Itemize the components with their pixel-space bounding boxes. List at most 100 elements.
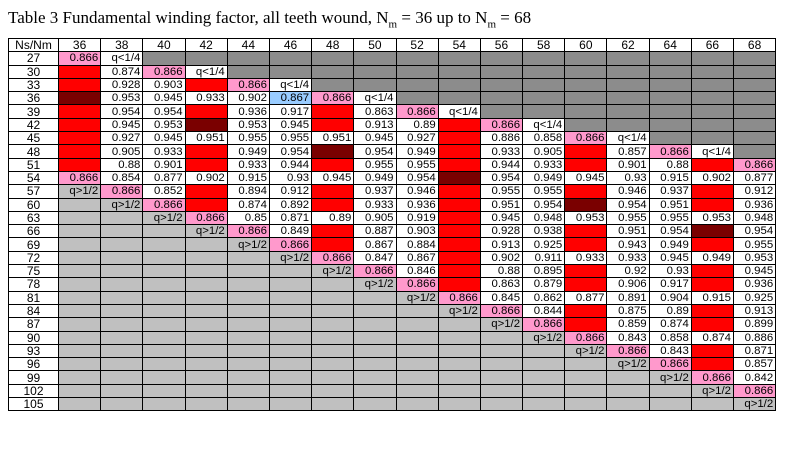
table-cell bbox=[184, 383, 228, 399]
table-cell bbox=[564, 104, 608, 119]
table-cell bbox=[184, 117, 228, 133]
table-cell: 0.945 bbox=[732, 264, 777, 279]
table-cell bbox=[311, 290, 355, 305]
table-cell bbox=[690, 197, 735, 212]
corner-header: Ns/Nm bbox=[8, 37, 59, 53]
table-cell bbox=[522, 397, 566, 412]
table-cell bbox=[395, 370, 439, 385]
table-cell: 0.874 bbox=[100, 64, 144, 79]
table-cell: 0.905 bbox=[353, 210, 397, 226]
table-cell bbox=[184, 357, 228, 372]
table-cell bbox=[648, 104, 692, 119]
column-header: 62 bbox=[606, 37, 650, 53]
table-cell: q>1/2 bbox=[732, 397, 777, 412]
column-header: 66 bbox=[690, 37, 735, 53]
table-cell: 0.946 bbox=[606, 184, 650, 199]
table-cell: 0.88 bbox=[479, 264, 524, 279]
table-cell bbox=[353, 343, 397, 359]
table-cell: 0.852 bbox=[142, 184, 186, 199]
table-cell bbox=[226, 317, 270, 332]
table-cell: 0.842 bbox=[732, 370, 777, 385]
table-cell bbox=[226, 264, 270, 279]
table-cell bbox=[690, 77, 735, 93]
table-cell bbox=[437, 77, 481, 93]
table-cell: 0.92 bbox=[606, 264, 650, 279]
table-cell: 0.954 bbox=[606, 197, 650, 212]
table-cell: 0.886 bbox=[479, 131, 524, 146]
table-cell bbox=[311, 197, 355, 212]
table-cell: 0.857 bbox=[732, 357, 777, 372]
table-cell: 0.884 bbox=[395, 237, 439, 252]
table-row: 72 q>1/2 0.866 0.847 0.867 0.902 0.911 0.933 0.9… bbox=[8, 250, 777, 266]
table-cell: q>1/2 bbox=[648, 370, 692, 385]
table-cell: 0.925 bbox=[522, 237, 566, 252]
row-header: 90 bbox=[8, 330, 59, 345]
column-header: 38 bbox=[100, 37, 144, 53]
table-cell bbox=[648, 51, 692, 66]
table-cell bbox=[437, 250, 481, 266]
table-cell: 0.902 bbox=[226, 91, 270, 106]
table-cell: 0.913 bbox=[353, 117, 397, 133]
table-cell bbox=[437, 64, 481, 79]
table-cell bbox=[606, 117, 650, 133]
table-cell bbox=[479, 330, 524, 345]
table-cell: 0.887 bbox=[353, 224, 397, 239]
table-cell bbox=[648, 383, 692, 399]
table-cell: 0.933 bbox=[184, 91, 228, 106]
table-cell bbox=[437, 330, 481, 345]
table-cell: 0.899 bbox=[732, 317, 777, 332]
table-cell: 0.912 bbox=[732, 184, 777, 199]
table-cell bbox=[226, 64, 270, 79]
table-cell bbox=[184, 264, 228, 279]
table-cell bbox=[606, 397, 650, 412]
table-cell bbox=[522, 77, 566, 93]
table-cell bbox=[606, 77, 650, 93]
table-cell: 0.874 bbox=[690, 330, 735, 345]
table-cell bbox=[184, 330, 228, 345]
table-cell bbox=[606, 370, 650, 385]
table-row: 36 0.953 0.945 0.933 0.902 0.867 0.866 q<1/4 bbox=[8, 91, 777, 106]
table-cell bbox=[522, 383, 566, 399]
table-cell bbox=[437, 117, 481, 133]
table-cell: 0.866 bbox=[395, 104, 439, 119]
table-cell bbox=[395, 303, 439, 319]
table-cell bbox=[142, 237, 186, 252]
column-header: 54 bbox=[437, 37, 481, 53]
table-cell: 0.955 bbox=[268, 131, 313, 146]
table-cell: q>1/2 bbox=[564, 343, 608, 359]
table-cell bbox=[184, 197, 228, 212]
table-cell bbox=[226, 290, 270, 305]
table-cell: 0.945 bbox=[648, 250, 692, 266]
table-cell bbox=[57, 224, 102, 239]
table-cell bbox=[564, 397, 608, 412]
table-cell: 0.847 bbox=[353, 250, 397, 266]
table-cell: 0.879 bbox=[522, 277, 566, 292]
table-cell bbox=[564, 77, 608, 93]
table-cell bbox=[268, 64, 313, 79]
table-cell: 0.871 bbox=[732, 343, 777, 359]
column-header: 46 bbox=[268, 37, 313, 53]
table-cell bbox=[57, 383, 102, 399]
table-cell: 0.948 bbox=[732, 210, 777, 226]
table-cell bbox=[268, 343, 313, 359]
table-cell bbox=[648, 117, 692, 133]
table-cell: q<1/4 bbox=[522, 117, 566, 133]
table-cell bbox=[690, 104, 735, 119]
table-cell: 0.936 bbox=[226, 104, 270, 119]
table-cell bbox=[437, 197, 481, 212]
table-cell: 0.862 bbox=[522, 290, 566, 305]
table-cell: 0.917 bbox=[648, 277, 692, 292]
table-cell bbox=[690, 157, 735, 172]
row-header: 42 bbox=[8, 117, 59, 133]
table-cell bbox=[690, 91, 735, 106]
table-cell: 0.866 bbox=[57, 51, 102, 66]
table-cell bbox=[395, 330, 439, 345]
table-cell bbox=[690, 277, 735, 292]
table-cell bbox=[57, 64, 102, 79]
table-cell bbox=[353, 51, 397, 66]
table-cell bbox=[142, 357, 186, 372]
table-cell bbox=[437, 210, 481, 226]
table-row: 42 0.945 0.953 0.953 0.945 0.913 0.89 0.866 q<1/… bbox=[8, 117, 777, 133]
table-cell: 0.954 bbox=[522, 197, 566, 212]
table-row: 90 q>1/2 0.866 0.843 0.858 0.874 0.886 bbox=[8, 330, 777, 345]
